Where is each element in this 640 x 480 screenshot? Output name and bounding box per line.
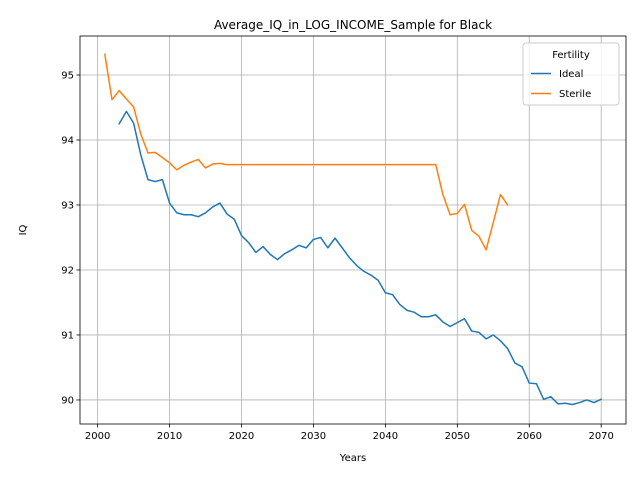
- x-axis-label: Years: [339, 453, 366, 464]
- x-tick-label: 2030: [301, 431, 326, 442]
- y-tick-label: 95: [61, 70, 74, 81]
- legend-label-ideal: Ideal: [559, 69, 583, 80]
- chart-title: Average_IQ_in_LOG_INCOME_Sample for Blac…: [214, 18, 492, 32]
- x-tick-label: 2040: [373, 431, 398, 442]
- x-tick-label: 2020: [229, 431, 254, 442]
- y-tick-label: 94: [61, 135, 74, 146]
- x-tick-label: 2050: [445, 431, 470, 442]
- x-tick-label: 2060: [517, 431, 542, 442]
- legend-title: Fertility: [552, 50, 590, 61]
- plot-frame: [79, 35, 627, 425]
- y-tick-label: 92: [61, 265, 74, 276]
- series-layer: [103, 53, 603, 406]
- y-axis-label: IQ: [18, 224, 29, 235]
- x-tick-label: 2070: [588, 431, 613, 442]
- grid-lines: [80, 36, 626, 424]
- y-tick-label: 90: [61, 395, 74, 406]
- y-tick-label: 93: [61, 200, 74, 211]
- legend-label-sterile: Sterile: [559, 89, 591, 100]
- x-tick-label: 2010: [157, 431, 182, 442]
- x-tick-label: 2000: [85, 431, 110, 442]
- legend: Fertility Ideal Sterile: [522, 42, 620, 106]
- axis-ticks: 2000 2010 2020 2030 2040 2050 2060 2070 90 91 92 93…: [61, 70, 614, 442]
- legend-box: [522, 42, 620, 106]
- series-line-sterile: [103, 53, 509, 251]
- y-tick-label: 91: [61, 330, 74, 341]
- series-line-ideal: [118, 110, 603, 406]
